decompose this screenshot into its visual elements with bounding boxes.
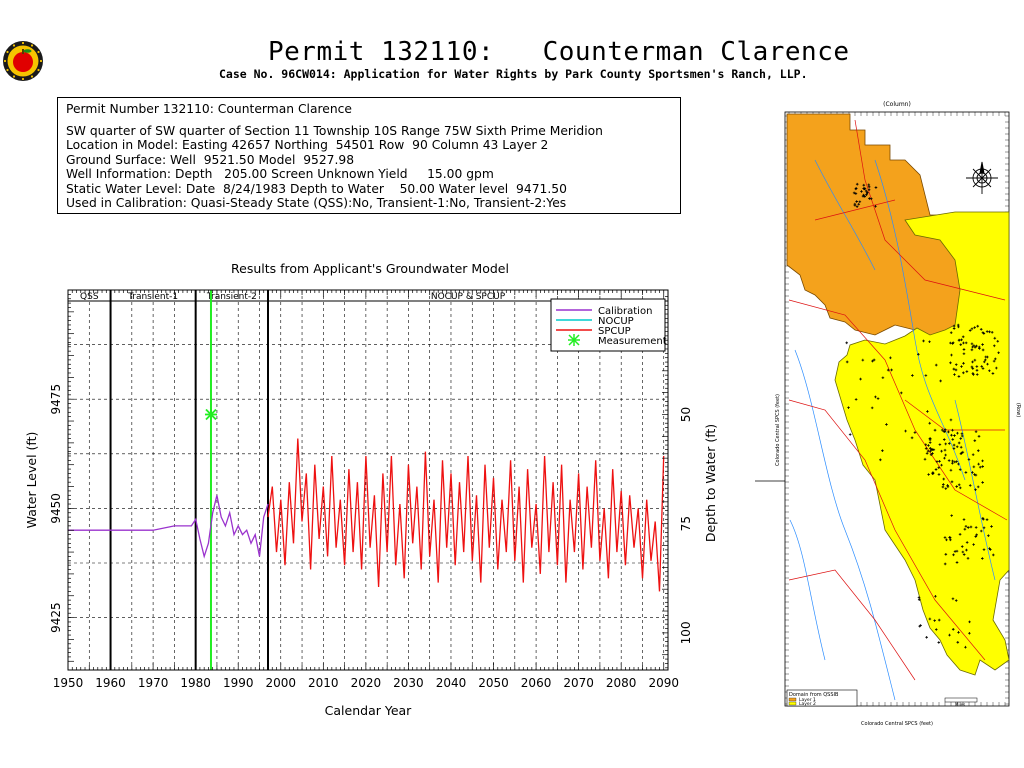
info-ground-surface: Ground Surface: Well 9521.50 Model 9527.… [66,152,355,167]
x-tick-label: 1950 [53,676,84,690]
x-tick-label: 1990 [223,676,254,690]
measurement-point [204,408,217,421]
model-domain-map: (Column) Domain from QSSIB Layer 1 Layer… [755,101,1021,727]
period-label: Transient-2 [206,292,257,302]
x-axis-title: Calendar Year [325,703,413,718]
map-left-label: Colorado Central SPCS (feet) [775,394,781,466]
period-label: Transient-1 [127,292,178,302]
page-title: Permit 132110: Counterman Clarence [268,37,850,67]
map-legend: Domain from QSSIB Layer 1 Layer 2 Miles [786,689,978,707]
svg-text:Layer 2: Layer 2 [799,701,816,707]
series-line-spcup [267,438,665,592]
map-wells [845,182,1000,649]
info-legal-location: SW quarter of SW quarter of Section 11 T… [66,123,603,138]
x-tick-label: 1960 [95,676,126,690]
map-right-label: (Row) [1015,403,1021,417]
state-seal-logo [3,41,43,81]
x-tick-label: 2080 [606,676,637,690]
chart-series [68,290,665,670]
svg-text:Layer 1: Layer 1 [799,697,816,703]
x-tick-label: 2000 [265,676,296,690]
plot-frame [67,289,669,671]
legend-measurement: Measurement [598,336,667,347]
x-tick-label: 2010 [308,676,339,690]
x-tick-label: 2020 [351,676,382,690]
y2-axis-title: Depth to Water (ft) [703,424,718,542]
legend-spcup: SPCUP [598,326,631,337]
map-column-label: (Column) [883,101,911,108]
x-tick-label: 2060 [521,676,552,690]
groundwater-chart: Results from Applicant's Groundwater Mod… [24,261,718,718]
compass-rose-icon [966,161,998,194]
x-tick-label: 1980 [180,676,211,690]
period-label: NOCUP & SPCUP [431,292,506,302]
info-calibration-use: Used in Calibration: Quasi-Steady State … [66,196,567,210]
chart-legend: Calibration NOCUP SPCUP Measurement [550,298,667,352]
x-tick-label: 2090 [648,676,679,690]
info-static-level: Static Water Level: Date 8/24/1983 Depth… [66,181,567,196]
info-well: Well Information: Depth 205.00 Screen Un… [66,167,494,181]
svg-text:Miles: Miles [955,702,965,707]
legend-nocup: NOCUP [598,316,634,327]
map-roads [788,119,1008,681]
y2-tick-label: 50 [679,407,693,422]
chart-title: Results from Applicant's Groundwater Mod… [231,261,509,276]
legend-calibration: Calibration [598,306,652,317]
legend-swatch-measurement [568,334,580,346]
x-tick-label: 2040 [436,676,467,690]
period-label: QSS [80,292,99,302]
y-tick-label: 9450 [49,493,63,524]
y-tick-label: 9475 [49,384,63,415]
y-axis-title: Water Level (ft) [24,432,39,529]
svg-text:Domain from QSSIB: Domain from QSSIB [789,692,839,698]
info-model-location: Location in Model: Easting 42657 Northin… [66,138,549,152]
y2-tick-label: 100 [679,621,693,644]
x-tick-label: 2050 [478,676,509,690]
x-tick-label: 2070 [563,676,594,690]
map-layer-2-region [834,211,1010,676]
series-line-calibration [68,495,269,559]
map-bottom-label: Colorado Central SPCS (feet) [861,721,933,727]
x-tick-label: 2030 [393,676,424,690]
info-permit: Permit Number 132110: Counterman Clarenc… [66,102,352,116]
page-subtitle: Case No. 96CW014: Application for Water … [219,67,808,81]
well-info-box: Permit Number 132110: Counterman Clarenc… [57,97,681,214]
y-tick-label: 9425 [49,602,63,633]
y2-tick-label: 75 [679,516,693,531]
x-tick-label: 1970 [138,676,169,690]
